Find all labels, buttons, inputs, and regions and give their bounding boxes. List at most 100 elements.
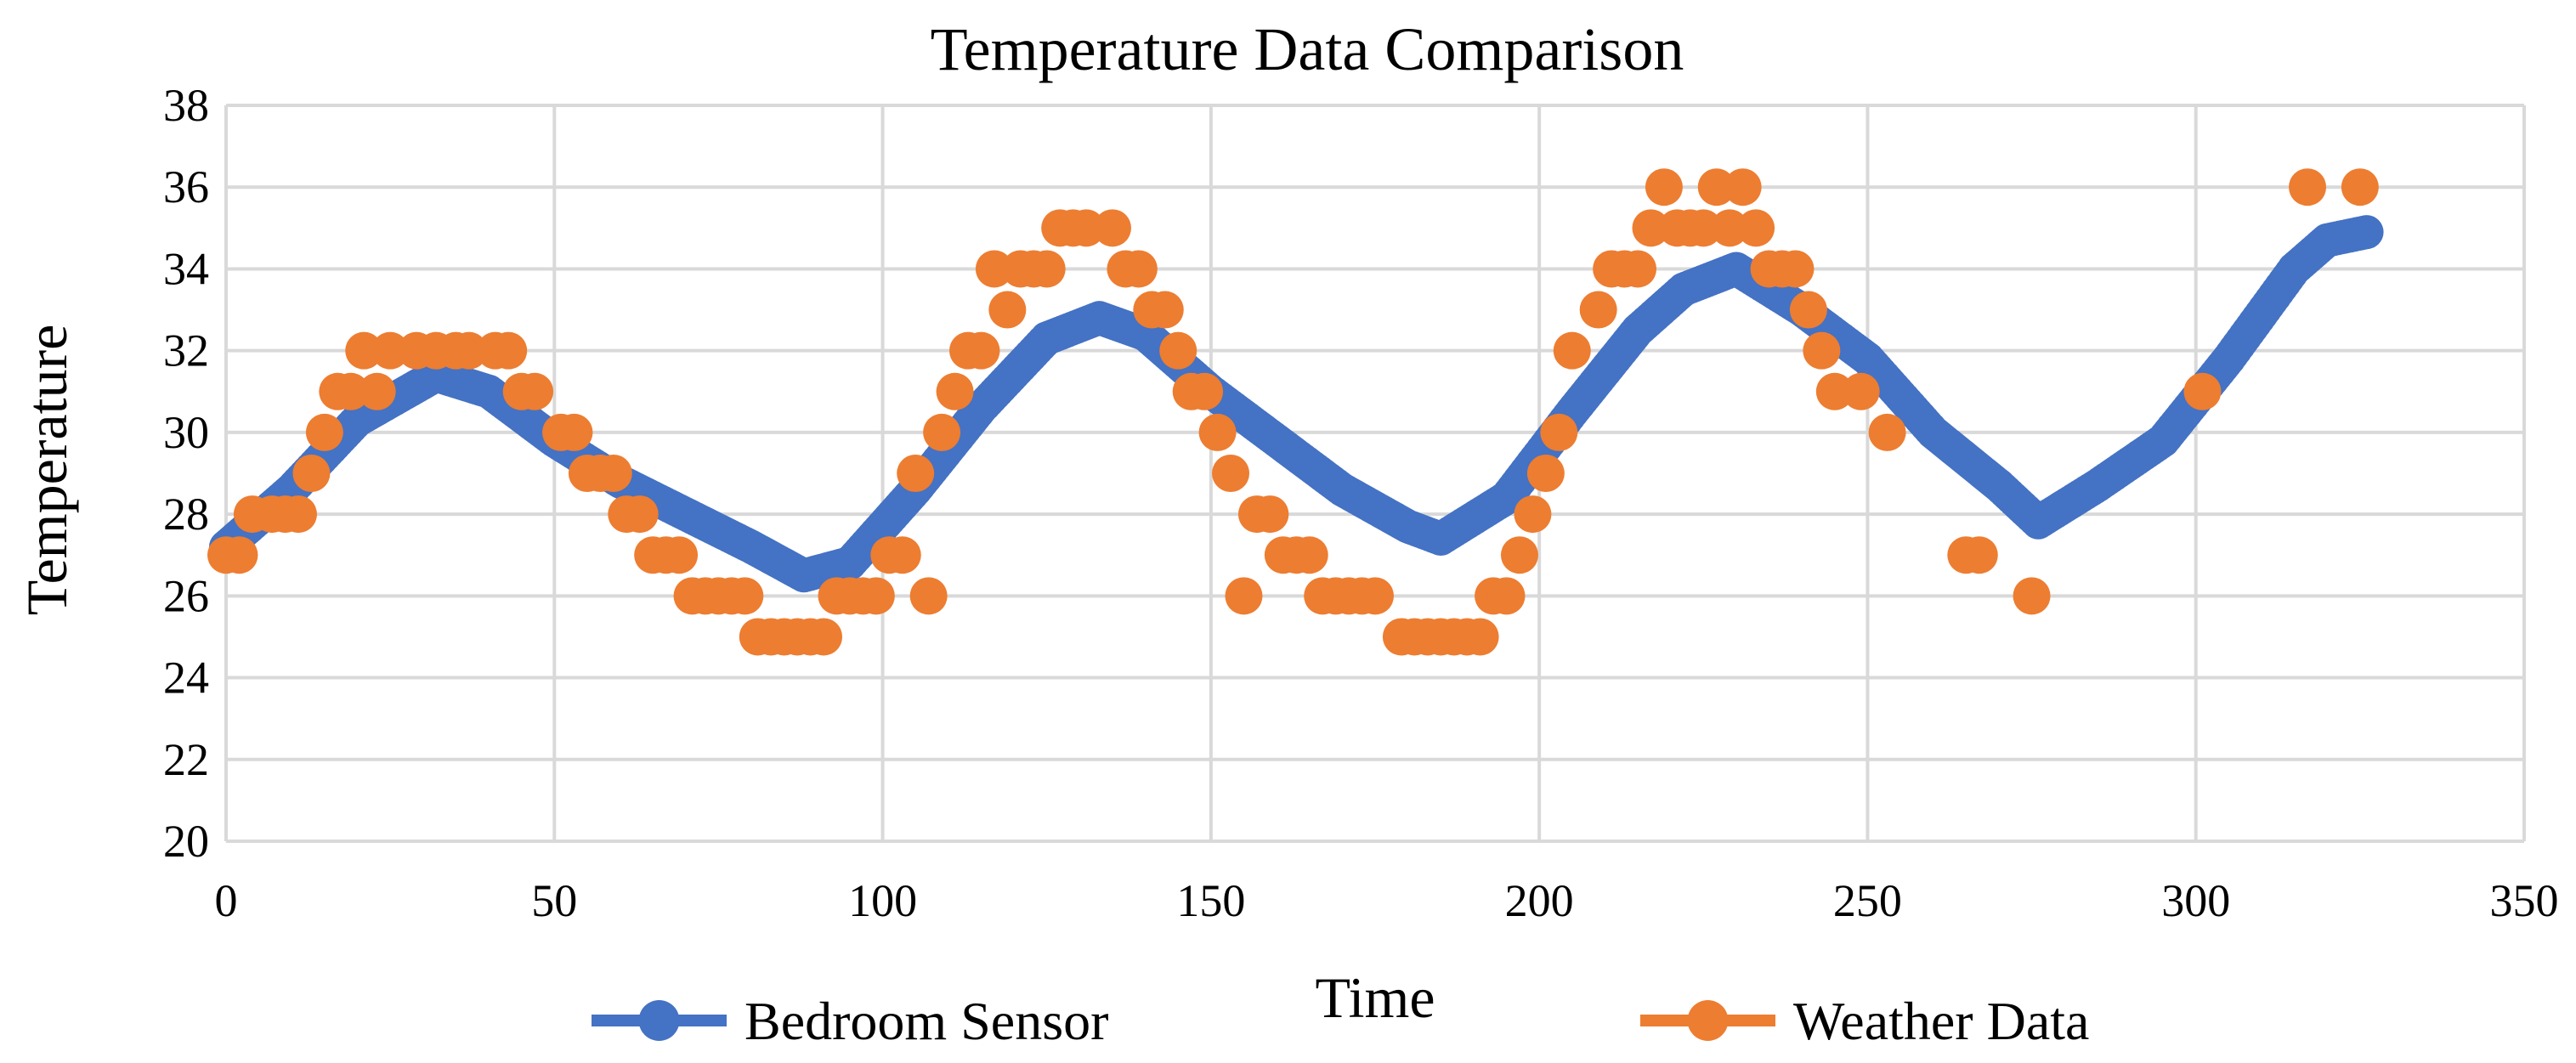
y-tick-label: 26 xyxy=(163,570,209,621)
y-tick-label: 22 xyxy=(163,734,209,785)
weather-data-point xyxy=(450,331,488,370)
legend-label: Bedroom Sensor xyxy=(744,991,1108,1051)
weather-data-point xyxy=(305,413,343,451)
x-tick-label: 50 xyxy=(531,875,577,926)
weather-data-point xyxy=(1514,495,1552,534)
weather-data-point xyxy=(1540,413,1578,451)
weather-data-point xyxy=(909,577,948,615)
x-axis-ticks: 0 50 100 150 200 250 300 350 xyxy=(215,875,2559,926)
weather-data-point xyxy=(1711,209,1749,247)
weather-data-point xyxy=(2013,577,2051,615)
weather-data-point xyxy=(988,291,1027,329)
legend-marker xyxy=(1687,1000,1729,1041)
y-tick-label: 36 xyxy=(163,161,209,212)
weather-data-point xyxy=(620,495,659,534)
y-tick-label: 34 xyxy=(163,243,209,294)
weather-data-point xyxy=(805,618,843,656)
weather-data-point xyxy=(1356,577,1394,615)
y-tick-label: 24 xyxy=(163,653,209,704)
weather-data-point xyxy=(1842,372,1880,410)
weather-data-point xyxy=(2289,168,2327,206)
weather-data-point xyxy=(1737,209,1775,247)
weather-data-point xyxy=(1619,250,1657,288)
weather-data-point xyxy=(1146,291,1184,329)
weather-data-point xyxy=(1697,168,1735,206)
legend-marker xyxy=(638,1000,680,1041)
y-axis-title: Temperature xyxy=(14,325,79,616)
weather-data-point xyxy=(883,536,921,574)
weather-data-point xyxy=(1579,291,1617,329)
weather-data-point xyxy=(1645,168,1683,206)
weather-data-point xyxy=(1724,168,1762,206)
weather-data-point xyxy=(2183,372,2222,410)
weather-data-point xyxy=(1684,209,1723,247)
y-tick-label: 20 xyxy=(163,816,209,867)
weather-data-point xyxy=(358,372,396,410)
weather-data-point xyxy=(331,372,370,410)
weather-data-point xyxy=(975,250,1013,288)
weather-data-point xyxy=(1290,536,1328,574)
weather-data-point xyxy=(490,331,528,370)
weather-data-point xyxy=(1815,372,1854,410)
weather-data-point xyxy=(1461,618,1499,656)
chart-title: Temperature Data Comparison xyxy=(931,15,1684,83)
y-tick-label: 28 xyxy=(163,489,209,540)
weather-data-point xyxy=(1487,577,1526,615)
weather-data-point xyxy=(1632,209,1670,247)
weather-data-point xyxy=(1119,250,1158,288)
legend: Bedroom Sensor Weather Data xyxy=(592,991,2089,1051)
weather-data-point xyxy=(555,413,593,451)
weather-data-point xyxy=(1553,331,1591,370)
weather-data-point xyxy=(516,372,554,410)
weather-data-point xyxy=(2341,168,2379,206)
weather-data-point xyxy=(1212,455,1250,492)
legend-item-weather-data: Weather Data xyxy=(1640,991,2089,1051)
weather-data-point xyxy=(897,455,935,492)
weather-data-point xyxy=(292,455,331,492)
x-tick-label: 350 xyxy=(2490,875,2559,926)
y-tick-label: 38 xyxy=(163,80,209,131)
weather-data-point xyxy=(345,331,383,370)
plot-series xyxy=(207,168,2384,656)
weather-data-point xyxy=(857,577,895,615)
y-axis-ticks: 20 22 24 26 28 30 32 34 36 38 xyxy=(163,80,209,867)
weather-data-point xyxy=(1803,331,1841,370)
weather-data-point xyxy=(923,413,961,451)
x-tick-label: 100 xyxy=(848,875,917,926)
weather-data-point xyxy=(1868,413,1906,451)
x-tick-label: 200 xyxy=(1505,875,1574,926)
weather-data-point xyxy=(1789,291,1827,329)
series-weather-data xyxy=(207,168,2379,656)
weather-data-point xyxy=(1526,455,1565,492)
weather-data-point xyxy=(962,331,1000,370)
x-tick-label: 150 xyxy=(1176,875,1245,926)
legend-item-bedroom-sensor: Bedroom Sensor xyxy=(592,991,1108,1051)
x-tick-label: 0 xyxy=(215,875,238,926)
weather-data-point xyxy=(726,577,764,615)
x-axis-title: Time xyxy=(1315,965,1435,1030)
weather-data-point xyxy=(1067,209,1106,247)
weather-data-point xyxy=(1093,209,1131,247)
weather-data-point xyxy=(220,536,258,574)
bedroom-sensor-point xyxy=(2349,215,2384,250)
x-tick-label: 250 xyxy=(1833,875,1902,926)
weather-data-point xyxy=(660,536,699,574)
weather-data-point xyxy=(371,331,410,370)
y-tick-label: 30 xyxy=(163,407,209,458)
weather-data-point xyxy=(594,455,632,492)
weather-data-point xyxy=(1500,536,1538,574)
legend-label: Weather Data xyxy=(1793,991,2089,1051)
weather-data-point xyxy=(1251,495,1289,534)
weather-data-point xyxy=(1198,413,1237,451)
x-tick-label: 300 xyxy=(2161,875,2230,926)
y-tick-label: 32 xyxy=(163,325,209,376)
weather-data-point xyxy=(1776,250,1815,288)
weather-data-point xyxy=(1028,250,1066,288)
weather-data-point xyxy=(1225,577,1263,615)
weather-data-point xyxy=(936,372,974,410)
weather-data-point xyxy=(1186,372,1224,410)
weather-data-point xyxy=(1960,536,1998,574)
weather-data-point xyxy=(1159,331,1197,370)
